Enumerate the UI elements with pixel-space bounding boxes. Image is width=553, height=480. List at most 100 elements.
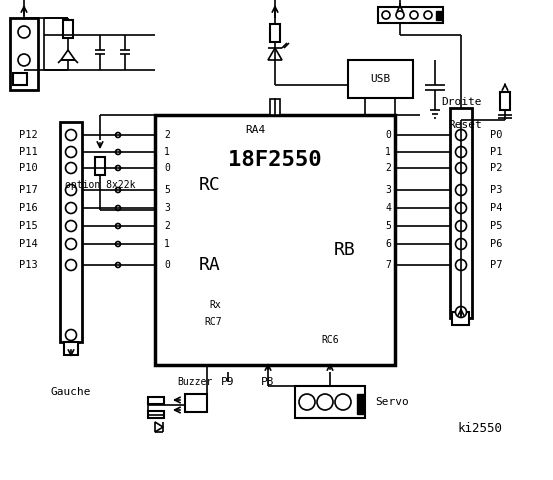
Circle shape [116,166,121,170]
Circle shape [116,224,121,228]
Text: Rx: Rx [209,300,221,310]
Circle shape [65,163,76,173]
Text: 2: 2 [385,163,391,173]
Text: 0: 0 [164,260,170,270]
Circle shape [456,203,467,214]
Bar [63,20,73,38]
Bar [64,342,78,355]
Text: P6: P6 [490,239,503,249]
Circle shape [317,394,333,410]
Bar [148,411,164,418]
Bar [60,122,82,342]
Bar [436,11,442,20]
Text: 5: 5 [164,185,170,195]
Text: P2: P2 [490,163,503,173]
Circle shape [382,11,390,19]
Circle shape [65,130,76,141]
Text: ki2550: ki2550 [457,421,503,434]
Text: P11: P11 [19,147,38,157]
Text: Droite: Droite [441,97,481,107]
Circle shape [18,54,30,66]
Circle shape [65,220,76,231]
Bar [450,108,472,318]
Text: 1: 1 [164,239,170,249]
Text: P9: P9 [221,377,235,387]
Text: Reset: Reset [448,120,482,130]
Polygon shape [155,422,163,432]
Circle shape [116,132,121,137]
Circle shape [65,329,76,340]
Circle shape [456,163,467,173]
Text: RC: RC [199,176,221,194]
Bar [270,24,280,42]
Text: Buzzer: Buzzer [178,377,212,387]
Text: P0: P0 [490,130,503,140]
Bar [185,394,207,412]
Circle shape [335,394,351,410]
Text: P7: P7 [490,260,503,270]
Circle shape [456,220,467,231]
Text: P16: P16 [19,203,38,213]
Text: 2: 2 [164,130,170,140]
Text: Servo: Servo [375,397,409,407]
Text: 3: 3 [385,185,391,195]
Bar [348,60,413,98]
Text: P10: P10 [19,163,38,173]
Circle shape [456,184,467,195]
Circle shape [65,184,76,195]
Circle shape [65,260,76,271]
Circle shape [396,11,404,19]
Bar [378,7,443,23]
Bar [357,394,364,414]
Circle shape [456,146,467,157]
Text: 6: 6 [385,239,391,249]
Bar [452,312,469,325]
Circle shape [116,205,121,211]
Text: 1: 1 [385,147,391,157]
Text: Gauche: Gauche [51,387,91,397]
Circle shape [65,146,76,157]
Text: 18F2550: 18F2550 [228,150,322,170]
Text: 7: 7 [385,260,391,270]
Text: RC7: RC7 [204,317,222,327]
Circle shape [410,11,418,19]
Circle shape [299,394,315,410]
Text: P1: P1 [490,147,503,157]
Text: 3: 3 [164,203,170,213]
Text: P3: P3 [490,185,503,195]
Bar [295,386,365,418]
Bar [10,18,38,90]
Circle shape [65,203,76,214]
Circle shape [116,241,121,247]
Circle shape [456,239,467,250]
Text: 0: 0 [164,163,170,173]
Text: 1: 1 [164,147,170,157]
Text: option 8x22k: option 8x22k [65,180,135,190]
Text: P8: P8 [261,377,275,387]
Polygon shape [268,48,282,60]
Circle shape [456,307,467,317]
Polygon shape [61,50,75,60]
Text: 4: 4 [385,203,391,213]
Text: 5: 5 [385,221,391,231]
Text: RA: RA [199,256,221,274]
Circle shape [456,130,467,141]
Bar [500,92,510,110]
Text: P5: P5 [490,221,503,231]
Bar [270,99,280,115]
Text: P12: P12 [19,130,38,140]
Text: P14: P14 [19,239,38,249]
Text: RA4: RA4 [245,125,265,135]
Text: P15: P15 [19,221,38,231]
Circle shape [65,239,76,250]
Text: 2: 2 [164,221,170,231]
Bar [155,115,395,365]
Circle shape [116,149,121,155]
Bar [148,397,164,404]
Text: P17: P17 [19,185,38,195]
Circle shape [116,188,121,192]
Text: USB: USB [370,74,390,84]
Circle shape [456,260,467,271]
Circle shape [116,263,121,267]
Text: P13: P13 [19,260,38,270]
